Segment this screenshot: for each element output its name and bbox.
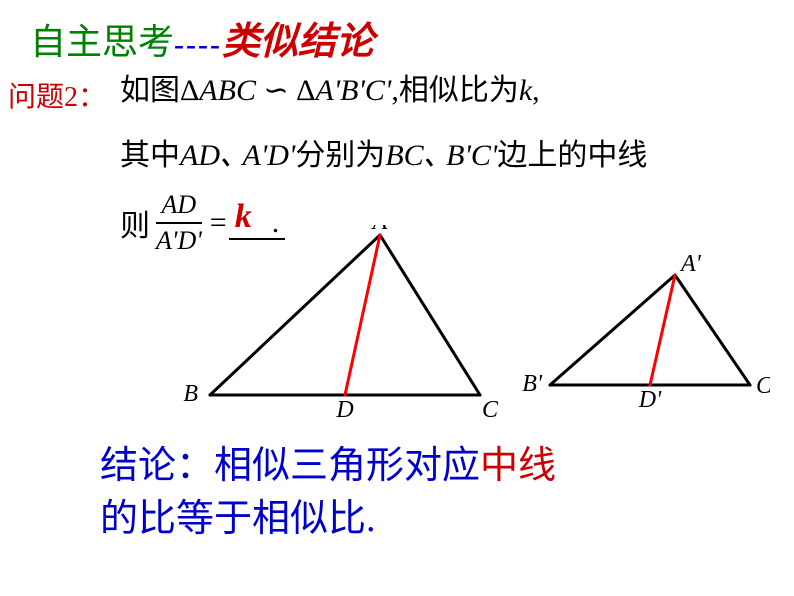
svg-text:A': A' — [679, 251, 702, 277]
fraction-prefix: 则 — [120, 201, 150, 245]
svg-text:D: D — [335, 397, 353, 423]
line2-pre: 其中 — [120, 139, 180, 172]
conclusion-p1: 结论：相似三角形对应 — [100, 445, 480, 487]
conclusion-p2: 中线 — [480, 445, 556, 487]
line2-bc: BC､ B'C' — [385, 139, 497, 172]
svg-text:C: C — [482, 397, 499, 423]
line1-pre: 如图Δ — [120, 74, 199, 107]
line1-abc2: A'B'C' — [315, 74, 391, 107]
line1-post: ,相似比为 — [391, 74, 519, 107]
conclusion: 结论：相似三角形对应中线 的比等于相似比. — [100, 440, 556, 546]
title-green: 自主思考 — [30, 13, 174, 65]
line2-post: 边上的中线 — [497, 139, 647, 172]
problem-label: 问题2： — [8, 75, 106, 115]
svg-text:D': D' — [638, 387, 662, 413]
problem-line2: 其中AD､ A'D'分别为BC､ B'C'边上的中线 — [120, 130, 647, 174]
triangles-diagram: A B C D A' B' C' D' — [180, 225, 770, 425]
title-area: 自主思考 ---- 类似结论 — [30, 10, 374, 65]
title-dashes: ---- — [174, 28, 222, 62]
fraction-line — [156, 222, 202, 224]
svg-text:B: B — [183, 381, 198, 407]
fraction-num: AD — [162, 190, 197, 220]
line1-abc: ABC — [199, 74, 256, 107]
problem-line1: 如图ΔABC ∽ ΔA'B'C',相似比为k, — [120, 65, 540, 109]
line1-k: k — [519, 74, 532, 107]
title-red: 类似结论 — [222, 10, 374, 65]
line1-end: , — [532, 74, 540, 107]
line2-ad: AD､ A'D' — [180, 139, 295, 172]
svg-text:A: A — [371, 225, 388, 235]
line1-sim: ∽ Δ — [256, 74, 315, 107]
svg-text:B': B' — [522, 371, 543, 397]
conclusion-p3: 的比等于相似比. — [100, 498, 376, 540]
line2-mid: 分别为 — [295, 139, 385, 172]
svg-text:C': C' — [756, 373, 770, 399]
